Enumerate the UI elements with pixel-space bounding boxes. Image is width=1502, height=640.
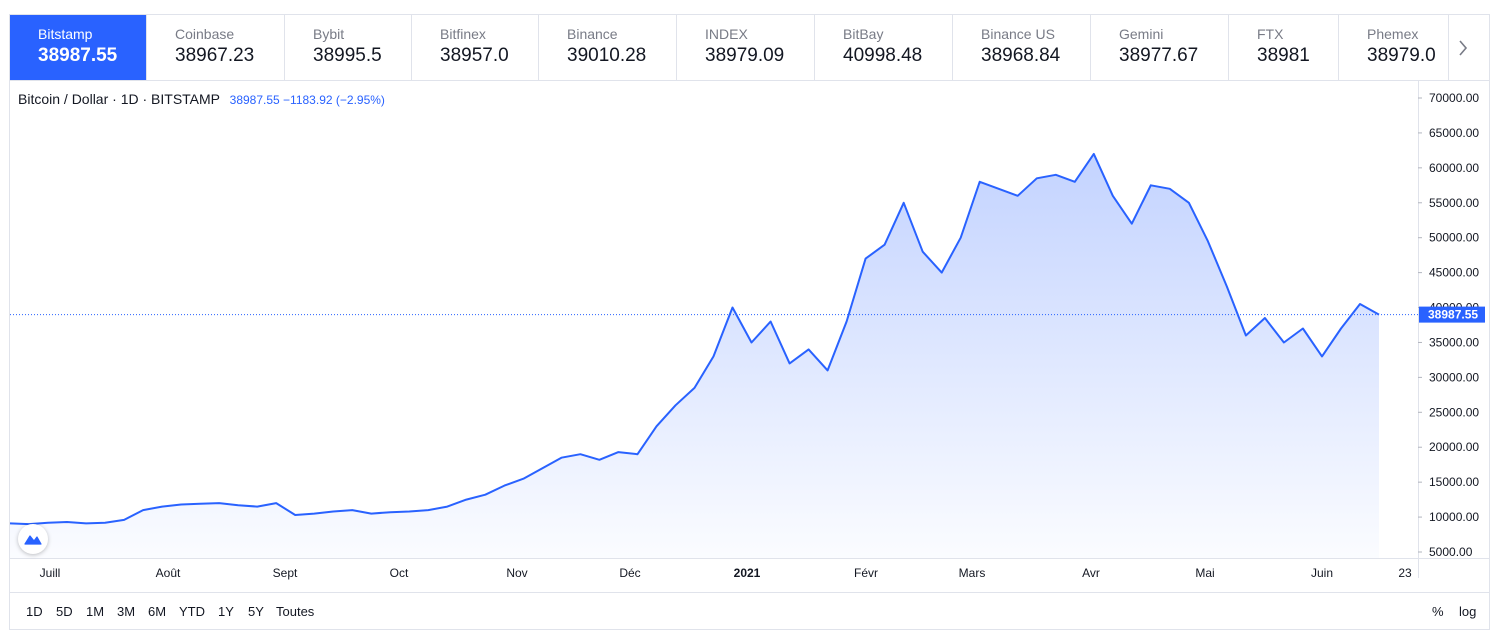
x-tick-label: Avr	[1082, 566, 1100, 580]
exchange-price: 38995.5	[313, 45, 382, 66]
legend-change-pct: (−2.95%)	[335, 93, 385, 107]
last-price-label: 38987.55	[1428, 308, 1478, 322]
exchange-name: BitBay	[843, 26, 884, 42]
exchange-tab[interactable]: Gemini 38977.67	[1091, 15, 1229, 80]
range-button[interactable]: Toutes	[276, 604, 315, 619]
y-tick-label: 65000.00	[1429, 126, 1479, 140]
y-tick-label: 20000.00	[1429, 440, 1479, 454]
price-chart[interactable]: Bitcoin / Dollar · 1D · BITSTAMP 38987.5…	[10, 81, 1489, 591]
exchange-name: Phemex	[1367, 26, 1419, 42]
exchange-name: Bitstamp	[38, 26, 93, 42]
chart-widget: Bitstamp 38987.55 Coinbase 38967.23 Bybit 389…	[9, 14, 1490, 630]
x-tick-label: Juill	[40, 566, 61, 580]
range-button[interactable]: 5D	[56, 604, 73, 619]
exchange-tab[interactable]: Bitfinex 38957.0	[412, 15, 539, 80]
more-exchanges-button[interactable]	[1449, 15, 1476, 80]
last-price-badge	[1419, 306, 1485, 323]
exchange-price: 38968.84	[981, 45, 1061, 66]
x-tick-label: Déc	[619, 566, 640, 580]
range-button[interactable]: 1M	[86, 604, 105, 619]
exchange-tabs: Bitstamp 38987.55 Coinbase 38967.23 Bybit 389…	[10, 15, 1489, 81]
exchange-name: Bitfinex	[440, 26, 486, 42]
x-tick-label: 2021	[734, 566, 761, 580]
exchange-tab[interactable]: Bybit 38995.5	[285, 15, 412, 80]
chart-legend: Bitcoin / Dollar · 1D · BITSTAMP 38987.5…	[18, 91, 385, 107]
exchange-tab[interactable]: Binance 39010.28	[539, 15, 677, 80]
range-button[interactable]: 5Y	[248, 604, 264, 619]
x-tick-label: Mai	[1195, 566, 1214, 580]
y-tick-label: 15000.00	[1429, 475, 1479, 489]
exchange-price: 38987.55	[38, 45, 118, 66]
y-tick-label: 60000.00	[1429, 161, 1479, 175]
y-tick-label: 55000.00	[1429, 196, 1479, 210]
range-button[interactable]: 3M	[117, 604, 136, 619]
log-toggle[interactable]: log	[1459, 604, 1477, 619]
mountain-icon	[24, 535, 42, 545]
exchange-name: Coinbase	[175, 26, 235, 42]
exchange-tab[interactable]: Bitstamp 38987.55	[10, 15, 147, 80]
exchange-tab[interactable]: Coinbase 38967.23	[147, 15, 285, 80]
exchange-price: 38957.0	[440, 45, 509, 66]
legend-symbol: Bitcoin / Dollar · 1D · BITSTAMP	[18, 91, 220, 107]
y-tick-label: 70000.00	[1429, 91, 1479, 105]
range-button[interactable]: 6M	[148, 604, 167, 619]
chevron-right-icon	[1458, 39, 1467, 56]
tradingview-logo[interactable]	[18, 524, 48, 554]
exchange-price: 39010.28	[567, 45, 647, 66]
exchange-name: FTX	[1257, 26, 1284, 42]
y-tick-label: 50000.00	[1429, 231, 1479, 245]
y-tick-label: 30000.00	[1429, 370, 1479, 384]
exchange-name: Binance	[567, 26, 618, 42]
exchange-price: 38967.23	[175, 45, 255, 66]
x-tick-label: Juin	[1311, 566, 1333, 580]
exchange-tab[interactable]: INDEX 38979.09	[677, 15, 815, 80]
legend-change: −1183.92	[283, 93, 333, 107]
chart-svg: 70000.00 65000.00 60000.00 55000.00 50000.00…	[10, 81, 1489, 580]
y-tick-label: 45000.00	[1429, 266, 1479, 280]
exchange-price: 38981	[1257, 45, 1310, 66]
range-button[interactable]: 1D	[26, 604, 43, 619]
x-tick-label: 23	[1398, 566, 1412, 580]
exchange-name: Binance US	[981, 26, 1055, 42]
exchange-tab[interactable]: FTX 38981	[1229, 15, 1339, 80]
legend-price: 38987.55	[229, 93, 280, 107]
y-tick-label: 10000.00	[1429, 510, 1479, 524]
range-button[interactable]: YTD	[179, 604, 205, 619]
exchange-price: 38977.67	[1119, 45, 1199, 66]
percent-toggle[interactable]: %	[1432, 604, 1444, 619]
x-tick-label: Nov	[506, 566, 527, 580]
x-tick-label: Sept	[273, 566, 298, 580]
exchange-price: 38979.0	[1367, 45, 1436, 66]
y-tick-label: 35000.00	[1429, 335, 1479, 349]
range-bar: % log 1D 5D 1M 3M 6M YTD 1Y 5Y Toutes	[10, 592, 1489, 631]
x-tick-label: Févr	[854, 566, 878, 580]
exchange-name: INDEX	[705, 26, 748, 42]
exchange-tab[interactable]: Binance US 38968.84	[953, 15, 1091, 80]
exchange-name: Gemini	[1119, 26, 1164, 42]
x-tick-label: Mars	[959, 566, 986, 580]
exchange-name: Bybit	[313, 26, 345, 42]
range-button[interactable]: 1Y	[218, 604, 234, 619]
y-tick-label: 25000.00	[1429, 405, 1479, 419]
y-tick-label: 5000.00	[1429, 545, 1473, 559]
x-tick-label: Août	[156, 566, 181, 580]
exchange-tab[interactable]: BitBay 40998.48	[815, 15, 953, 80]
exchange-price: 40998.48	[843, 45, 923, 66]
exchange-price: 38979.09	[705, 45, 785, 66]
x-tick-label: Oct	[390, 566, 409, 580]
area-fill	[10, 153, 1379, 558]
exchange-tab[interactable]: Phemex 38979.0	[1339, 15, 1449, 80]
